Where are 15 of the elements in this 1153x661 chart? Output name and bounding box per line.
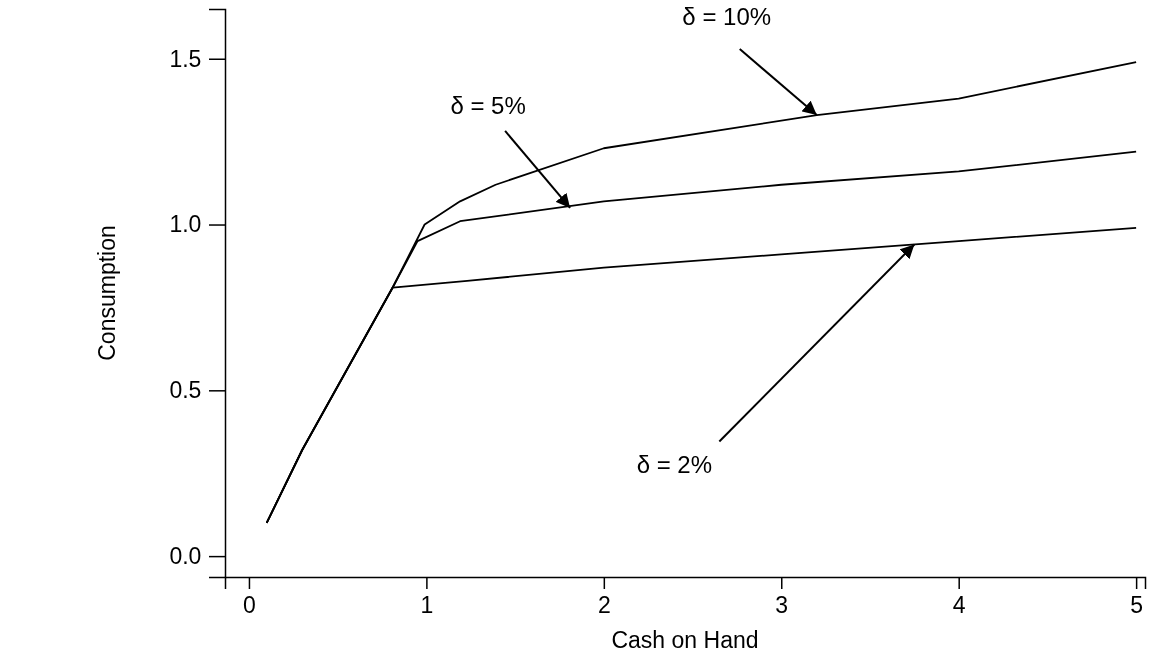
x-axis-title: Cash on Hand — [611, 627, 759, 653]
x-tick-label: 0 — [243, 591, 256, 618]
y-tick-label: 1.0 — [169, 211, 202, 238]
y-axis-title: Consumption — [94, 225, 120, 361]
annotation: δ = 5% — [450, 92, 526, 120]
x-tick-label: 4 — [952, 591, 966, 618]
annotation: δ = 2% — [636, 450, 713, 478]
y-tick-label: 0.5 — [169, 377, 202, 404]
annotation: δ = 10% — [682, 3, 772, 31]
x-tick-label: 3 — [775, 591, 789, 618]
x-tick-label: 2 — [597, 591, 611, 618]
y-tick-label: 0.0 — [169, 542, 202, 569]
x-tick-label: 1 — [420, 591, 434, 618]
x-tick-label: 5 — [1130, 591, 1144, 618]
y-tick-label: 1.5 — [169, 45, 202, 72]
